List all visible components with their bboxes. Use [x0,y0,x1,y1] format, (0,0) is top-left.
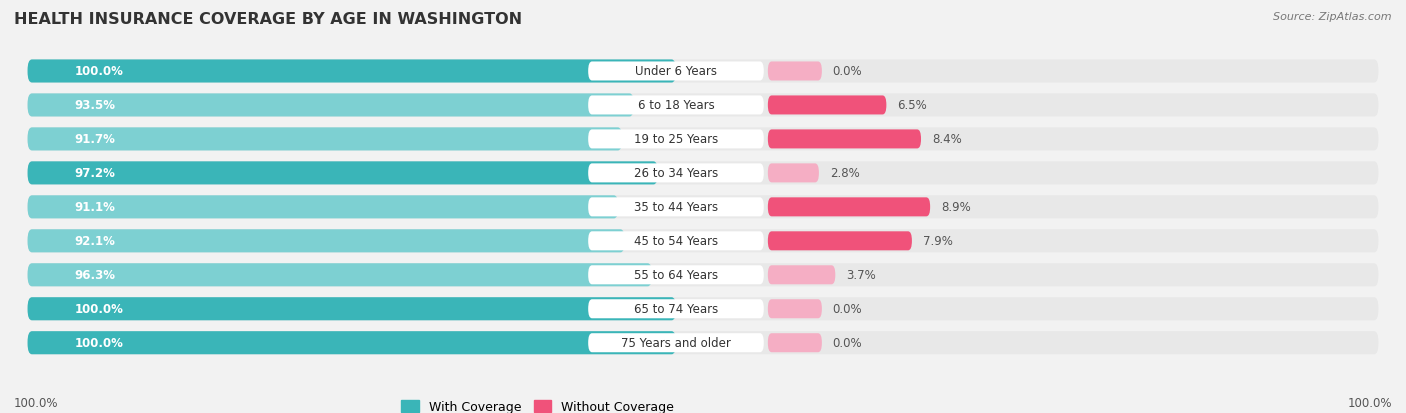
FancyBboxPatch shape [28,60,1378,83]
FancyBboxPatch shape [28,128,623,151]
Text: 7.9%: 7.9% [922,235,953,248]
Text: 0.0%: 0.0% [832,337,862,349]
FancyBboxPatch shape [28,162,1378,185]
Text: 2.8%: 2.8% [830,167,859,180]
Text: Under 6 Years: Under 6 Years [636,65,717,78]
Text: 0.0%: 0.0% [832,303,862,316]
Text: 3.7%: 3.7% [846,268,876,282]
FancyBboxPatch shape [768,198,931,217]
Text: Source: ZipAtlas.com: Source: ZipAtlas.com [1274,12,1392,22]
FancyBboxPatch shape [28,162,658,185]
FancyBboxPatch shape [588,130,763,149]
Text: 91.7%: 91.7% [75,133,115,146]
FancyBboxPatch shape [28,128,1378,151]
FancyBboxPatch shape [28,230,1378,253]
Text: 55 to 64 Years: 55 to 64 Years [634,268,718,282]
FancyBboxPatch shape [28,263,652,287]
Text: 100.0%: 100.0% [75,65,124,78]
Text: 92.1%: 92.1% [75,235,115,248]
FancyBboxPatch shape [768,164,818,183]
Text: 91.1%: 91.1% [75,201,115,214]
FancyBboxPatch shape [588,198,763,217]
FancyBboxPatch shape [28,331,1378,354]
Text: 8.4%: 8.4% [932,133,962,146]
FancyBboxPatch shape [28,297,1378,320]
Text: 35 to 44 Years: 35 to 44 Years [634,201,718,214]
FancyBboxPatch shape [588,266,763,285]
FancyBboxPatch shape [768,96,886,115]
FancyBboxPatch shape [588,164,763,183]
FancyBboxPatch shape [28,94,634,117]
FancyBboxPatch shape [588,333,763,352]
FancyBboxPatch shape [28,196,1378,219]
Text: HEALTH INSURANCE COVERAGE BY AGE IN WASHINGTON: HEALTH INSURANCE COVERAGE BY AGE IN WASH… [14,12,522,27]
FancyBboxPatch shape [28,196,619,219]
FancyBboxPatch shape [28,331,676,354]
FancyBboxPatch shape [588,96,763,115]
FancyBboxPatch shape [28,263,1378,287]
Text: 19 to 25 Years: 19 to 25 Years [634,133,718,146]
Text: 100.0%: 100.0% [75,303,124,316]
Text: 6.5%: 6.5% [897,99,927,112]
Text: 96.3%: 96.3% [75,268,115,282]
Text: 8.9%: 8.9% [941,201,970,214]
Text: 26 to 34 Years: 26 to 34 Years [634,167,718,180]
FancyBboxPatch shape [768,62,823,81]
Text: 100.0%: 100.0% [1347,396,1392,409]
FancyBboxPatch shape [588,62,763,81]
FancyBboxPatch shape [768,333,823,352]
FancyBboxPatch shape [768,266,835,285]
Text: 75 Years and older: 75 Years and older [621,337,731,349]
Text: 97.2%: 97.2% [75,167,115,180]
Text: 100.0%: 100.0% [75,337,124,349]
FancyBboxPatch shape [28,94,1378,117]
FancyBboxPatch shape [28,60,676,83]
FancyBboxPatch shape [768,232,912,251]
Text: 6 to 18 Years: 6 to 18 Years [637,99,714,112]
FancyBboxPatch shape [768,299,823,318]
FancyBboxPatch shape [28,230,624,253]
Text: 100.0%: 100.0% [14,396,59,409]
Text: 0.0%: 0.0% [832,65,862,78]
FancyBboxPatch shape [28,297,676,320]
FancyBboxPatch shape [768,130,921,149]
Text: 65 to 74 Years: 65 to 74 Years [634,303,718,316]
FancyBboxPatch shape [588,232,763,251]
Text: 93.5%: 93.5% [75,99,115,112]
Legend: With Coverage, Without Coverage: With Coverage, Without Coverage [396,395,679,413]
FancyBboxPatch shape [588,299,763,318]
Text: 45 to 54 Years: 45 to 54 Years [634,235,718,248]
